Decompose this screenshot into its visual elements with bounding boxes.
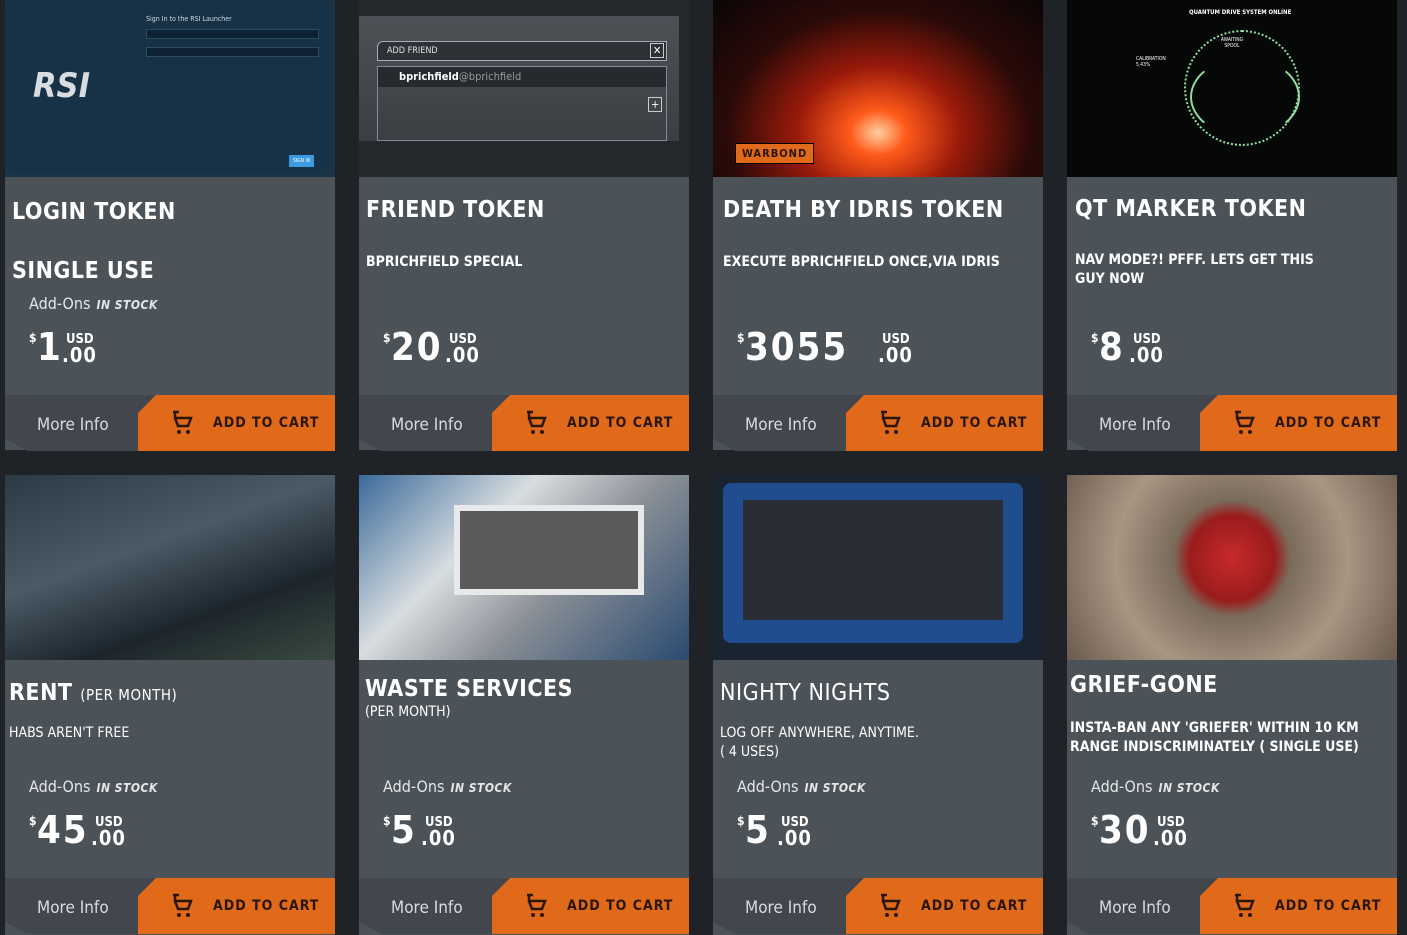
- product-title: WASTE SERVICES: [365, 676, 574, 702]
- product-card-grief-gone: GRIEF-GONE INSTA-BAN ANY 'GRIEFER' WITHI…: [1067, 475, 1397, 935]
- add-to-cart-button[interactable]: ADD TO CART: [138, 878, 335, 934]
- add-to-cart-button[interactable]: ADD TO CART: [1200, 395, 1397, 451]
- product-title: GRIEF-GONE: [1070, 672, 1218, 698]
- product-image[interactable]: [5, 475, 335, 660]
- add-to-cart-button[interactable]: ADD TO CART: [492, 395, 689, 451]
- cart-icon: [527, 410, 547, 434]
- stock-badge: IN STOCK: [1158, 781, 1220, 795]
- add-friend-heading: ADD FRIEND: [387, 46, 438, 56]
- cart-icon: [173, 410, 193, 434]
- product-card-waste-services: WASTE SERVICES (PER MONTH) Add-Ons IN STO…: [359, 475, 689, 935]
- product-title: NIGHTY NIGHTS: [720, 680, 891, 706]
- friend-search: bprichfield@bprichfield: [399, 70, 522, 83]
- category-label: Add-Ons IN STOCK: [29, 294, 158, 313]
- product-title: FRIEND TOKEN: [366, 197, 545, 223]
- add-to-cart-button[interactable]: ADD TO CART: [1200, 878, 1397, 934]
- more-info-link[interactable]: More Info: [37, 415, 109, 435]
- product-card-death-by-idris: WARBOND DEATH BY IDRIS TOKEN EXECUTE BPR…: [713, 0, 1043, 451]
- stock-badge: IN STOCK: [450, 781, 512, 795]
- warbond-badge: WARBOND: [735, 143, 815, 164]
- plus-icon: +: [648, 97, 663, 112]
- product-image[interactable]: [359, 475, 689, 660]
- more-info-link[interactable]: More Info: [745, 415, 817, 435]
- cart-icon: [1235, 410, 1255, 434]
- cart-icon: [881, 410, 901, 434]
- add-to-cart-button[interactable]: ADD TO CART: [492, 878, 689, 934]
- product-card-qt-marker: QUANTUM DRIVE SYSTEM ONLINE AWAITING SPO…: [1067, 0, 1397, 451]
- product-title: RENT (PER MONTH): [9, 680, 178, 706]
- product-description: HABS AREN'T FREE: [9, 725, 130, 741]
- product-card-friend-token: ADD FRIEND ✕ bprichfield@bprichfield + F…: [359, 0, 689, 451]
- add-to-cart-button[interactable]: ADD TO CART: [846, 878, 1043, 934]
- more-info-link[interactable]: More Info: [391, 415, 463, 435]
- stock-badge: IN STOCK: [96, 781, 158, 795]
- launcher-heading: Sign In to the RSI Launcher: [146, 15, 232, 23]
- product-image[interactable]: QUANTUM DRIVE SYSTEM ONLINE AWAITING SPO…: [1067, 0, 1397, 177]
- product-title: QT MARKER TOKEN: [1075, 196, 1307, 222]
- hud-heading: QUANTUM DRIVE SYSTEM ONLINE: [1189, 9, 1292, 16]
- stock-badge: IN STOCK: [804, 781, 866, 795]
- product-image[interactable]: [1067, 475, 1397, 660]
- more-info-link[interactable]: More Info: [37, 898, 109, 918]
- product-subtitle: SINGLE USE: [12, 258, 155, 284]
- product-description: (PER MONTH): [365, 704, 451, 720]
- product-image[interactable]: [713, 475, 1043, 660]
- product-image[interactable]: ADD FRIEND ✕ bprichfield@bprichfield +: [359, 0, 689, 177]
- sign-in-mini: SIGN IN: [289, 155, 315, 167]
- product-description: BPRICHFIELD SPECIAL: [366, 254, 523, 270]
- more-info-link[interactable]: More Info: [1099, 898, 1171, 918]
- cart-icon: [881, 893, 901, 917]
- product-card-login-token: RSI Sign In to the RSI Launcher SIGN IN …: [5, 0, 335, 451]
- category-label: Add-Ons IN STOCK: [1091, 777, 1220, 796]
- hud-calibration: CALIBRATION 5.43%: [1136, 56, 1166, 68]
- category-label: Add-Ons IN STOCK: [737, 777, 866, 796]
- product-description: EXECUTE BPRICHFIELD ONCE,VIA IDRIS: [723, 254, 1000, 270]
- hud-status: AWAITING SPOOL: [1220, 37, 1244, 49]
- product-title: LOGIN TOKEN: [12, 199, 176, 225]
- more-info-link[interactable]: More Info: [745, 898, 817, 918]
- product-card-nighty-nights: NIGHTY NIGHTS LOG OFF ANYWHERE, ANYTIME.…: [713, 475, 1043, 935]
- add-to-cart-button[interactable]: ADD TO CART: [138, 395, 335, 451]
- product-description: NAV MODE?! PFFF. LETS GET THIS GUY NOW: [1075, 252, 1314, 287]
- more-info-link[interactable]: More Info: [1099, 415, 1171, 435]
- cart-icon: [1235, 893, 1255, 917]
- cart-icon: [173, 893, 193, 917]
- cart-icon: [527, 893, 547, 917]
- add-to-cart-button[interactable]: ADD TO CART: [846, 395, 1043, 451]
- category-label: Add-Ons IN STOCK: [383, 777, 512, 796]
- rsi-logo: RSI: [33, 66, 90, 106]
- product-description: LOG OFF ANYWHERE, ANYTIME.( 4 USES): [720, 725, 919, 760]
- product-image[interactable]: WARBOND: [713, 0, 1043, 177]
- more-info-link[interactable]: More Info: [391, 898, 463, 918]
- product-card-rent: RENT (PER MONTH) HABS AREN'T FREE Add-On…: [5, 475, 335, 935]
- category-label: Add-Ons IN STOCK: [29, 777, 158, 796]
- product-title: DEATH BY IDRIS TOKEN: [723, 197, 1004, 223]
- stock-badge: IN STOCK: [96, 298, 158, 312]
- product-description: INSTA-BAN ANY 'GRIEFER' WITHIN 10 KM RAN…: [1070, 720, 1359, 755]
- product-image[interactable]: RSI Sign In to the RSI Launcher SIGN IN: [5, 0, 335, 177]
- close-icon: ✕: [650, 43, 665, 58]
